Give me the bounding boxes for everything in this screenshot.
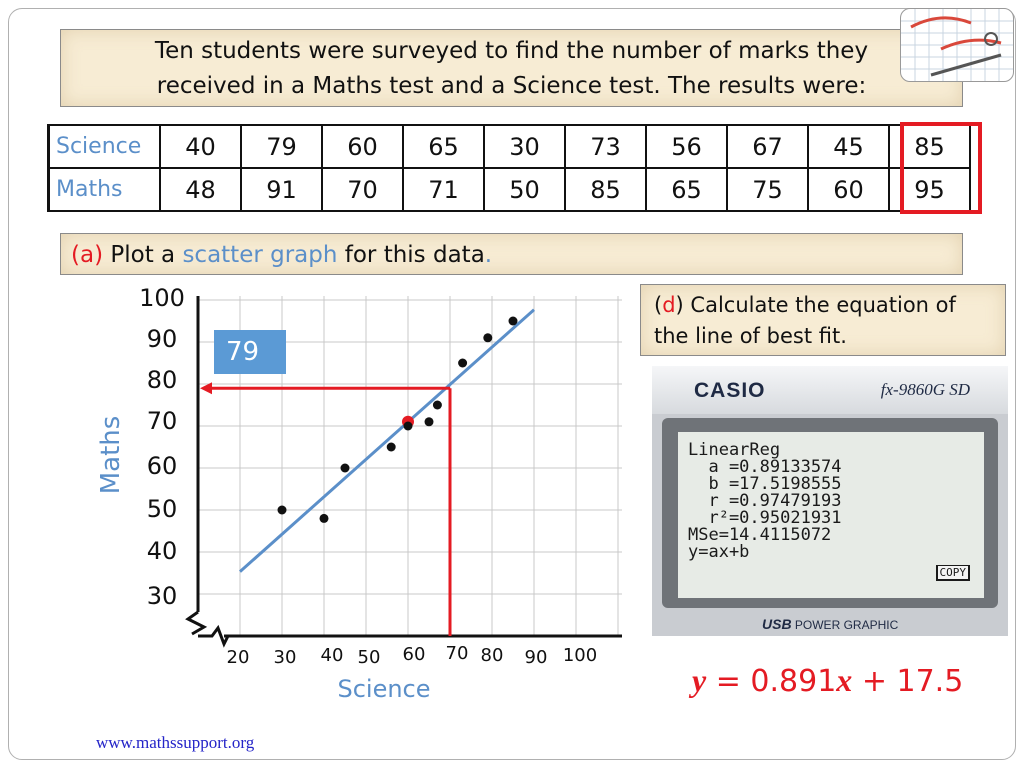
answer-y: y xyxy=(692,662,707,698)
data-point xyxy=(340,463,350,473)
calc-line: y=ax+b xyxy=(688,542,750,562)
calc-line: b =17.5198555 xyxy=(688,474,842,494)
part-d-open: ( xyxy=(654,293,663,317)
part-d-box: (d) Calculate the equation of the line o… xyxy=(640,284,1006,356)
x-tick-label: 30 xyxy=(274,647,297,668)
data-point xyxy=(508,316,518,326)
data-point xyxy=(386,442,396,452)
x-tick-label: 100 xyxy=(563,645,597,666)
table-cell: 30 xyxy=(483,124,566,169)
y-tick-label: 70 xyxy=(147,407,178,435)
part-a-highlight: scatter graph xyxy=(182,242,338,268)
part-a-box: (a) Plot a scatter graph for this data. xyxy=(60,233,963,275)
table-row-science: Science 40 79 60 65 30 73 56 67 45 85 xyxy=(47,124,971,169)
logo xyxy=(900,8,1014,82)
y-tick-label: 100 xyxy=(139,284,185,312)
data-point xyxy=(458,358,468,368)
data-point xyxy=(403,421,413,431)
part-a-end: . xyxy=(484,242,493,268)
x-tick-label: 80 xyxy=(481,645,504,666)
row-label-maths: Maths xyxy=(47,167,161,212)
data-point xyxy=(277,505,287,515)
table-cell: 45 xyxy=(807,124,890,169)
table-cell: 91 xyxy=(240,167,323,212)
table-cell: 70 xyxy=(321,167,404,212)
table-cell: 73 xyxy=(564,124,647,169)
y-tick-label: 30 xyxy=(147,582,178,610)
x-tick-label: 50 xyxy=(358,647,381,668)
table-cell: 50 xyxy=(483,167,566,212)
intro-box: Ten students were surveyed to find the n… xyxy=(60,29,963,107)
answer-rest: + 17.5 xyxy=(852,664,964,699)
y-tick-label: 50 xyxy=(147,495,178,523)
data-point xyxy=(319,513,329,523)
x-axis-title: Science xyxy=(337,675,430,703)
part-d-close: ) xyxy=(675,293,684,317)
reading-annotation: 79 xyxy=(214,330,286,374)
calculator-screen: LinearReg a =0.89133574 b =17.5198555 r … xyxy=(678,432,984,598)
table-cell: 60 xyxy=(807,167,890,212)
calculator-brand: CASIO xyxy=(694,379,766,402)
calc-footer-text: POWER GRAPHIC xyxy=(791,618,899,632)
calc-line: a =0.89133574 xyxy=(688,457,842,477)
calc-line: r =0.97479193 xyxy=(688,491,842,511)
slide-frame xyxy=(8,8,1016,760)
data-point xyxy=(432,400,442,410)
x-tick-label: 40 xyxy=(321,645,344,666)
part-a-label: (a) xyxy=(71,242,104,268)
table-cell: 79 xyxy=(240,124,323,169)
x-tick-label: 20 xyxy=(227,647,250,668)
reading-arrowhead xyxy=(200,382,212,395)
part-a-text-after: for this data xyxy=(337,242,485,268)
part-d-letter: d xyxy=(662,293,676,317)
calc-line: LinearReg xyxy=(688,440,781,460)
x-tick-label: 70 xyxy=(446,643,469,664)
calc-copy-label: COPY xyxy=(935,565,970,581)
answer-equation: y = 0.891x + 17.5 xyxy=(692,662,963,699)
intro-line-1: Ten students were surveyed to find the n… xyxy=(154,38,869,64)
best-fit-line xyxy=(239,308,535,573)
calc-footer-bold: USB xyxy=(762,616,792,632)
table-cell: 60 xyxy=(321,124,404,169)
table-cell: 48 xyxy=(159,167,242,212)
table-cell: 67 xyxy=(726,124,809,169)
intro-line-2: received in a Maths test and a Science t… xyxy=(156,73,867,99)
part-a-text: Plot a xyxy=(103,242,183,268)
table-row-maths: Maths 48 91 70 71 50 85 65 75 60 95 xyxy=(47,167,971,212)
table-cell: 40 xyxy=(159,124,242,169)
table-cell: 75 xyxy=(726,167,809,212)
table-cell: 56 xyxy=(645,124,728,169)
y-tick-label: 40 xyxy=(147,537,178,565)
calculator-image: CASIO fx-9860G SD LinearReg a =0.8913357… xyxy=(652,366,1008,636)
calc-line: MSe=14.4115072 xyxy=(688,525,832,545)
table-cell: 71 xyxy=(402,167,485,212)
y-tick-label: 90 xyxy=(147,325,178,353)
x-tick-label: 90 xyxy=(525,647,548,668)
calc-line: r²=0.95021931 xyxy=(688,508,842,528)
x-axis-break xyxy=(198,624,230,648)
x-tick-label: 60 xyxy=(403,644,426,665)
y-axis-title: Maths xyxy=(96,416,126,495)
calculator-model: fx-9860G SD xyxy=(880,380,970,399)
logo-graphic-icon xyxy=(901,9,1013,81)
y-tick-label: 60 xyxy=(147,452,178,480)
data-point xyxy=(424,417,434,427)
part-d-line-2: the line of best fit. xyxy=(654,324,847,348)
y-axis-break xyxy=(185,610,208,636)
footer-url: www.mathssupport.org xyxy=(96,733,255,752)
row-label-science: Science xyxy=(47,124,161,169)
highlight-box xyxy=(900,122,982,214)
part-d-line-1: Calculate the equation of xyxy=(683,293,956,317)
data-table: Science 40 79 60 65 30 73 56 67 45 85 Ma… xyxy=(47,124,971,212)
table-cell: 65 xyxy=(645,167,728,212)
calculator-footer: USB POWER GRAPHIC xyxy=(762,616,898,632)
table-cell: 85 xyxy=(564,167,647,212)
calculator-topbar xyxy=(652,366,1008,414)
table-cell: 65 xyxy=(402,124,485,169)
data-point xyxy=(483,333,493,343)
answer-x: x xyxy=(836,662,853,698)
y-tick-label: 80 xyxy=(147,366,178,394)
answer-eq: = 0.891 xyxy=(706,664,837,699)
